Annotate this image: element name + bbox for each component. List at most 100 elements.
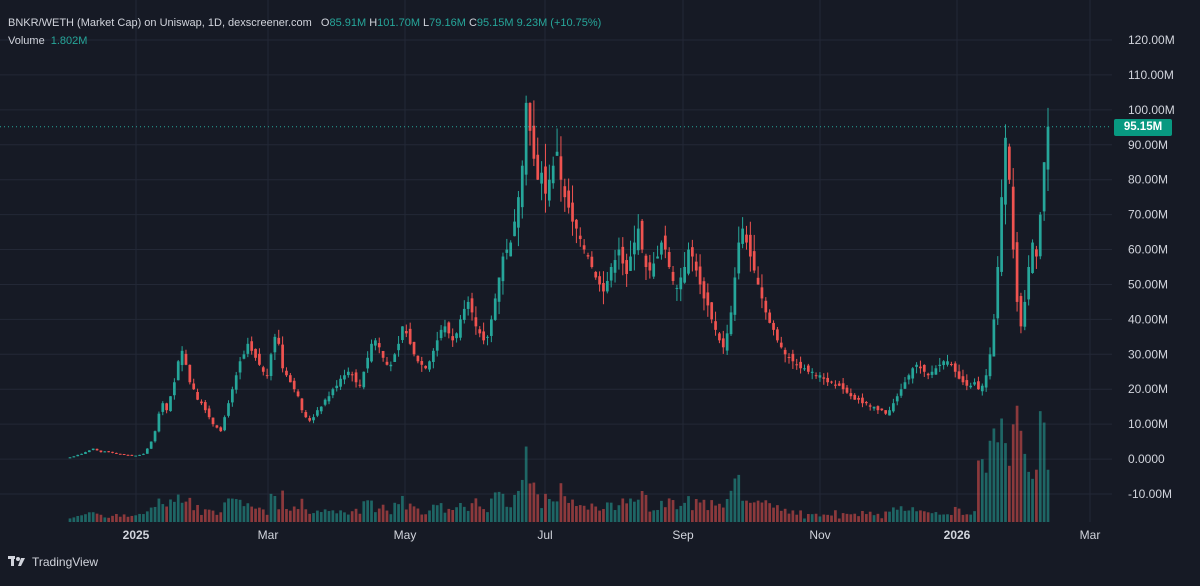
candle-body xyxy=(795,364,799,366)
volume-bar xyxy=(265,514,269,522)
volume-bar xyxy=(528,483,532,522)
candle-body xyxy=(87,450,91,453)
candle-body xyxy=(973,382,976,385)
candle-body xyxy=(327,396,331,402)
volume-bar xyxy=(308,513,312,522)
volume-bar xyxy=(710,500,714,522)
volume-bar xyxy=(733,478,737,522)
candle-body xyxy=(814,375,818,377)
volume-bar xyxy=(459,502,462,522)
volume-value: 1.802M xyxy=(50,35,88,47)
candle-body xyxy=(687,249,690,274)
candle-body xyxy=(598,276,601,285)
volume-bar xyxy=(1000,418,1003,522)
candle-body xyxy=(772,322,775,330)
volume-bar xyxy=(930,513,934,522)
candle-body xyxy=(304,412,308,418)
candle-body xyxy=(737,242,741,274)
candle-body xyxy=(115,452,118,454)
volume-bar xyxy=(300,498,304,522)
volume-bar xyxy=(706,510,710,522)
candle-body xyxy=(397,343,400,351)
volume-bar xyxy=(354,508,358,522)
candle-body xyxy=(288,375,292,383)
candle-body xyxy=(625,260,629,274)
volume-bar xyxy=(343,512,346,522)
volume-bar xyxy=(1027,471,1031,522)
volume-bar xyxy=(663,507,667,522)
tradingview-brand[interactable]: TradingView xyxy=(8,555,98,569)
y-tick-label: 50.00M xyxy=(1128,277,1168,291)
candle-body xyxy=(196,392,199,400)
volume-bar xyxy=(87,512,91,522)
volume-bar xyxy=(192,510,196,522)
volume-bar xyxy=(571,499,574,522)
volume-bar xyxy=(196,504,199,522)
x-axis[interactable]: 2025 Mar May Jul Sep Nov 2026 Mar xyxy=(123,528,1101,542)
volume-bar xyxy=(675,509,679,522)
volume-bar xyxy=(911,507,915,522)
volume-bar xyxy=(145,511,149,522)
volume-bar xyxy=(497,491,501,522)
candle-body xyxy=(957,371,961,379)
volume-bar xyxy=(142,514,145,522)
candle-body xyxy=(965,380,969,386)
candle-body xyxy=(408,328,412,344)
volume-bar xyxy=(980,459,984,522)
y-tick-label: -10.00M xyxy=(1128,487,1172,501)
candle-body xyxy=(1038,214,1042,257)
volume-bar xyxy=(215,514,219,522)
volume-bar xyxy=(547,499,551,522)
volume-bar xyxy=(640,491,644,522)
candle-body xyxy=(161,403,165,412)
volume-bar xyxy=(312,513,315,522)
candle-body xyxy=(76,454,80,457)
candle-body xyxy=(439,329,443,339)
volume-bar xyxy=(598,510,601,522)
candle-body xyxy=(748,234,752,257)
volume-bar xyxy=(1004,443,1007,522)
volume-label: Volume xyxy=(8,35,45,47)
y-tick-label: 30.00M xyxy=(1128,347,1168,361)
volume-bar xyxy=(594,506,598,522)
volume-bar xyxy=(254,508,257,522)
volume-bar xyxy=(629,498,632,522)
candle-body xyxy=(721,338,725,348)
candle-body xyxy=(718,333,721,341)
candle-body xyxy=(644,255,648,267)
y-tick-label: 40.00M xyxy=(1128,312,1168,326)
candle-body xyxy=(594,271,598,278)
y-axis[interactable]: 120.00M 110.00M 100.00M 90.00M 80.00M 70.00M 6… xyxy=(1128,33,1175,501)
candle-body xyxy=(103,451,107,453)
candle-body xyxy=(648,262,652,271)
volume-bar xyxy=(965,514,969,522)
volume-bar xyxy=(68,518,72,522)
volume-bar xyxy=(984,472,988,522)
candle-body xyxy=(733,277,737,315)
candle-body xyxy=(729,312,733,335)
symbol-title[interactable]: BNKR/WETH (Market Cap) on Uniswap, 1D, d… xyxy=(8,17,312,29)
candle-body xyxy=(316,410,319,416)
volume-bar xyxy=(737,474,741,522)
volume-bar xyxy=(95,513,99,522)
volume-bar xyxy=(277,509,281,522)
volume-bar xyxy=(687,496,690,522)
candle-body xyxy=(567,190,571,208)
candle-body xyxy=(663,235,667,250)
y-tick-label: 90.00M xyxy=(1128,138,1168,152)
candle-body xyxy=(938,364,942,366)
candle-body xyxy=(451,336,455,341)
volume-bar xyxy=(130,515,134,522)
candle-body xyxy=(1019,296,1023,327)
volume-bar xyxy=(316,510,319,522)
volume-bar xyxy=(834,510,837,522)
volume-bar xyxy=(795,514,799,522)
volume-bar xyxy=(203,509,207,522)
y-tick-label: 120.00M xyxy=(1128,33,1175,47)
candle-body xyxy=(911,368,915,379)
candle-body xyxy=(180,350,184,366)
volume-bar xyxy=(934,512,938,522)
candle-body xyxy=(884,410,887,414)
